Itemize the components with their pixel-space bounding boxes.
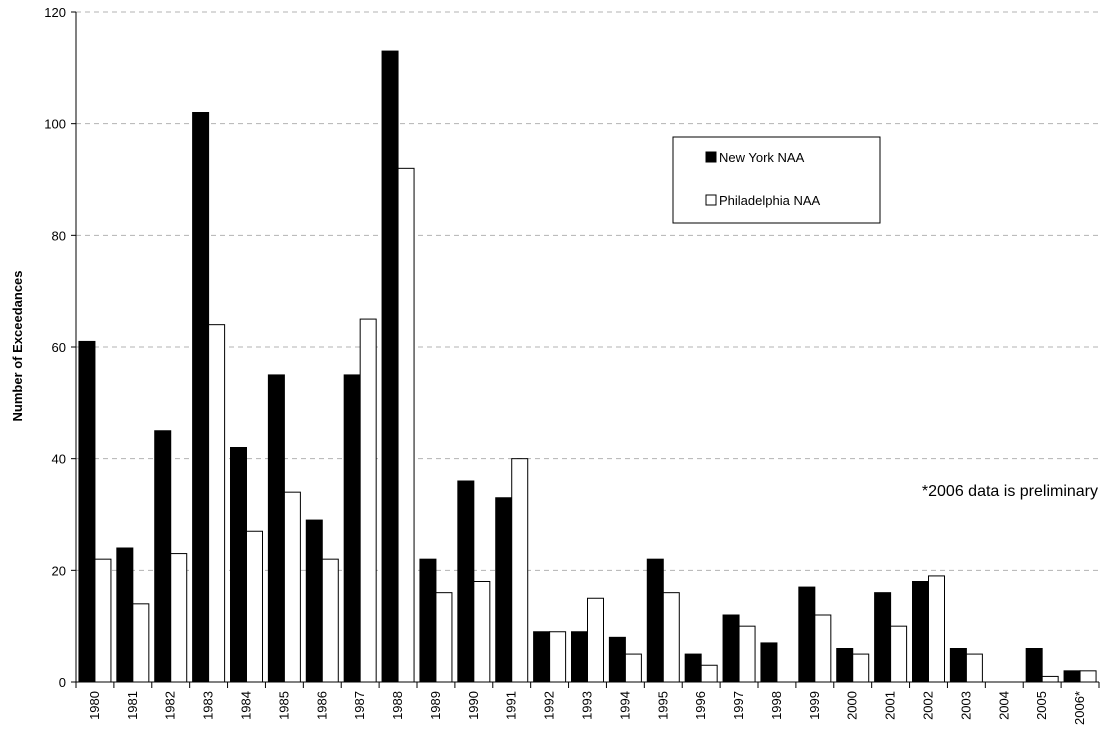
- bar-philadelphia-naa-1988: [397, 167, 415, 683]
- legend-label-new-york: New York NAA: [719, 150, 805, 165]
- x-tick-label-1995: 1995: [655, 691, 670, 720]
- bar-philadelphia-naa-1989: [435, 592, 453, 683]
- x-tick-label-1998: 1998: [769, 691, 784, 720]
- x-tick-label-2001: 2001: [883, 691, 898, 720]
- bar-philadelphia-naa-1994: [624, 653, 642, 683]
- x-tick-label-2002: 2002: [921, 691, 936, 720]
- bar-philadelphia-naa-1981: [132, 603, 150, 683]
- bar-philadelphia-naa-1984: [246, 530, 263, 683]
- bar-new-york-naa-1982: [154, 430, 172, 683]
- x-tick-label-1999: 1999: [807, 691, 822, 720]
- bar-new-york-naa-1989: [419, 558, 437, 683]
- bar-new-york-naa-1980: [78, 340, 96, 683]
- bar-new-york-naa-1992: [533, 631, 551, 683]
- bar-new-york-naa-2003: [949, 648, 967, 683]
- y-axis-title: Number of Exceedances: [10, 270, 25, 421]
- bar-philadelphia-naa-2005: [1041, 675, 1059, 683]
- x-tick-label-2004: 2004: [996, 691, 1011, 720]
- bar-philadelphia-naa-1999: [814, 614, 832, 683]
- bar-new-york-naa-1993: [571, 631, 588, 683]
- x-tick-label-1980: 1980: [87, 691, 102, 720]
- x-tick-label-1984: 1984: [239, 691, 254, 720]
- bar-philadelphia-naa-1980: [94, 558, 112, 683]
- axes-group: [71, 11, 1100, 688]
- bar-philadelphia-naa-1991: [511, 458, 529, 683]
- x-tick-label-1997: 1997: [731, 691, 746, 720]
- bar-new-york-naa-1984: [230, 447, 247, 683]
- y-tick-labels: 0 20 40 60 80 100 120: [44, 5, 66, 690]
- x-tick-label-1996: 1996: [693, 691, 708, 720]
- x-tick-label-1992: 1992: [542, 691, 557, 720]
- x-tick-label-1989: 1989: [428, 691, 443, 720]
- x-tick-label-2003: 2003: [958, 691, 973, 720]
- bar-philadelphia-naa-1997: [738, 625, 756, 683]
- x-tick-label-1988: 1988: [390, 691, 405, 720]
- y-tick-label-40: 40: [52, 452, 66, 467]
- bar-philadelphia-naa-2000: [852, 653, 870, 683]
- y-tick-label-100: 100: [44, 117, 66, 132]
- bar-philadelphia-naa-1986: [321, 558, 339, 683]
- bar-new-york-naa-1985: [267, 374, 285, 683]
- legend-swatch-new-york: [705, 151, 717, 163]
- bar-new-york-naa-1998: [760, 642, 778, 683]
- bar-philadelphia-naa-2001: [890, 625, 908, 683]
- x-tick-label-1983: 1983: [201, 691, 216, 720]
- bar-philadelphia-naa-1996: [700, 664, 718, 683]
- bar-new-york-naa-1990: [457, 480, 475, 683]
- x-tick-label-2005: 2005: [1034, 691, 1049, 720]
- bar-new-york-naa-2005: [1025, 648, 1043, 683]
- bar-new-york-naa-2000: [836, 648, 854, 683]
- bar-philadelphia-naa-2002: [928, 575, 945, 683]
- bar-new-york-naa-1996: [684, 653, 702, 683]
- x-tick-label-1993: 1993: [580, 691, 595, 720]
- bar-philadelphia-naa-1992: [549, 631, 567, 683]
- bar-new-york-naa-2001: [874, 592, 892, 683]
- x-tick-label-1985: 1985: [276, 691, 291, 720]
- x-tick-label-1994: 1994: [617, 691, 632, 720]
- x-tick-label-2000: 2000: [845, 691, 860, 720]
- x-tick-label-1982: 1982: [163, 691, 178, 720]
- y-tick-label-120: 120: [44, 5, 66, 20]
- bar-philadelphia-naa-1990: [473, 581, 491, 683]
- bar-new-york-naa-1986: [305, 519, 323, 683]
- x-tick-label-1991: 1991: [504, 691, 519, 720]
- bar-new-york-naa-1987: [343, 374, 361, 683]
- bar-new-york-naa-1994: [608, 636, 626, 683]
- legend-swatch-philadelphia: [705, 194, 717, 206]
- y-tick-label-0: 0: [59, 675, 66, 690]
- legend: New York NAA Philadelphia NAA: [672, 136, 881, 224]
- bar-philadelphia-naa-1993: [587, 597, 604, 683]
- legend-label-philadelphia: Philadelphia NAA: [719, 193, 821, 208]
- preliminary-data-note: *2006 data is preliminary: [922, 483, 1098, 500]
- bar-philadelphia-naa-2006: [1079, 670, 1097, 683]
- bar-philadelphia-naa-1982: [170, 553, 188, 683]
- bar-philadelphia-naa-1995: [662, 592, 680, 683]
- bars-group: [78, 50, 1097, 683]
- x-tick-label-1981: 1981: [125, 691, 140, 720]
- bar-philadelphia-naa-1987: [359, 318, 377, 683]
- x-tick-label-1986: 1986: [314, 691, 329, 720]
- bar-new-york-naa-2006: [1063, 670, 1081, 683]
- bar-new-york-naa-1997: [722, 614, 740, 683]
- bar-new-york-naa-2002: [912, 581, 929, 683]
- bar-philadelphia-naa-1983: [208, 324, 226, 683]
- bar-new-york-naa-1991: [495, 497, 513, 683]
- bar-new-york-naa-1981: [116, 547, 134, 683]
- bar-new-york-naa-1983: [192, 112, 210, 683]
- y-tick-label-20: 20: [52, 563, 66, 578]
- y-tick-label-60: 60: [52, 340, 66, 355]
- bar-new-york-naa-1988: [381, 50, 399, 683]
- x-tick-labels: 1980 1981 1982 1983 1984 1985 1986 1987 1988 1989…: [87, 691, 1087, 725]
- x-tick-label-1987: 1987: [352, 691, 367, 720]
- bar-philadelphia-naa-1985: [283, 491, 301, 683]
- x-tick-label-2006: 2006*: [1072, 691, 1087, 725]
- bar-new-york-naa-1999: [798, 586, 816, 683]
- y-tick-label-80: 80: [52, 228, 66, 243]
- bar-philadelphia-naa-2003: [965, 653, 983, 683]
- x-tick-label-1990: 1990: [466, 691, 481, 720]
- bar-new-york-naa-1995: [646, 558, 664, 683]
